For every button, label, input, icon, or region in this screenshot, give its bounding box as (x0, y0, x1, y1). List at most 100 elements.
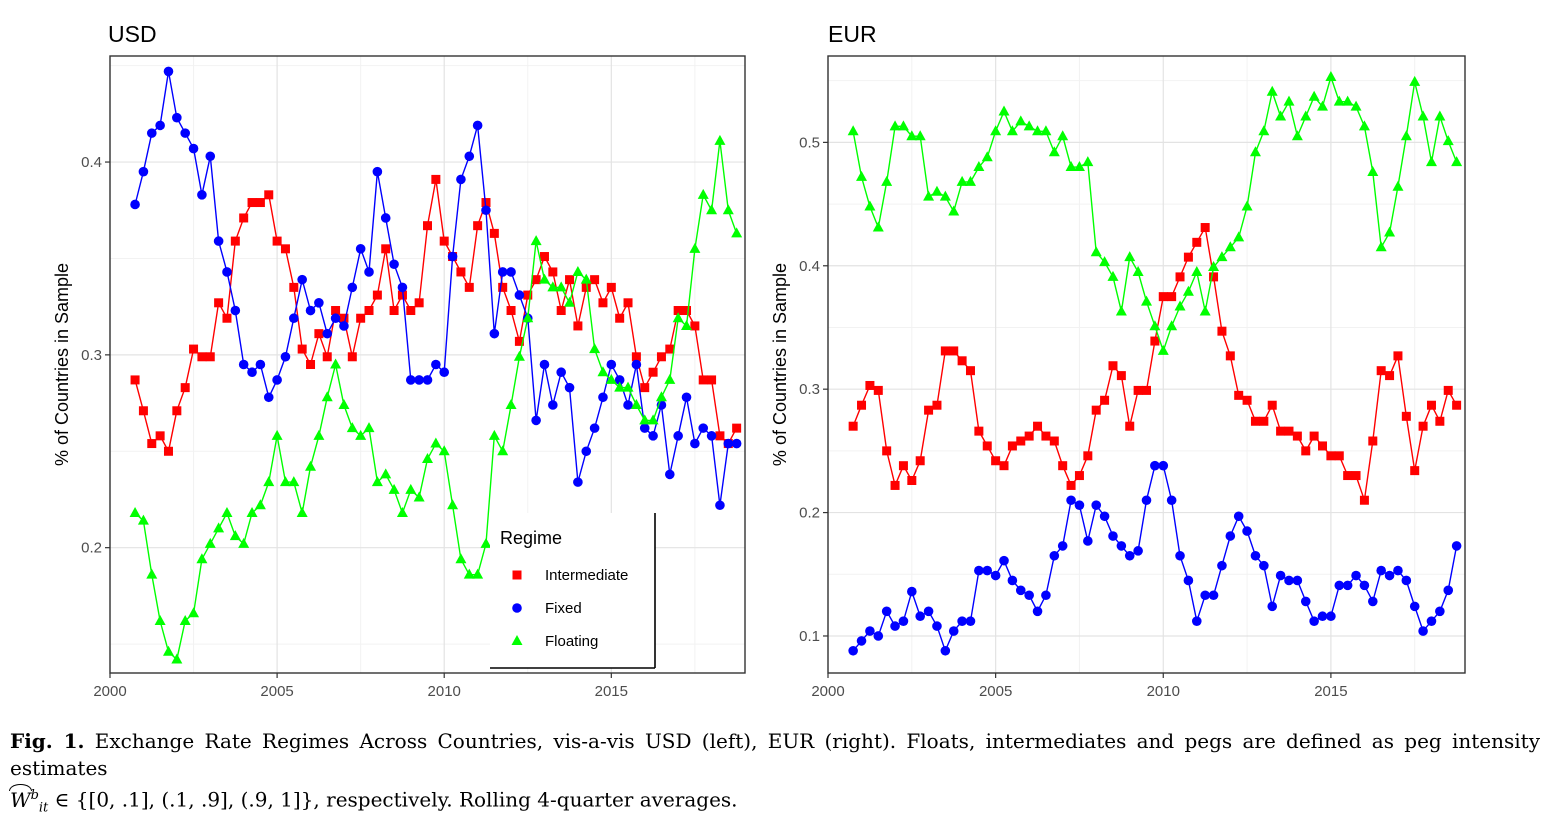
data-point-intermediate (882, 446, 892, 456)
data-point-floating (939, 190, 951, 201)
data-point-floating (1224, 241, 1236, 252)
x-tick-label: 2000 (93, 683, 126, 700)
data-point-floating (689, 242, 701, 253)
data-point-floating (430, 437, 442, 448)
data-point-intermediate (1385, 371, 1395, 381)
data-point-intermediate (1376, 366, 1386, 376)
data-point-intermediate (1016, 436, 1026, 446)
data-point-floating (1057, 130, 1069, 141)
data-point-intermediate (138, 406, 148, 416)
data-point-floating (154, 614, 166, 625)
data-point-fixed (1326, 611, 1336, 622)
data-point-fixed (1057, 541, 1068, 551)
data-point-floating (990, 125, 1002, 136)
data-point-floating (447, 499, 459, 510)
data-point-fixed (589, 423, 600, 433)
data-point-fixed (531, 415, 541, 426)
data-point-floating (438, 445, 450, 456)
data-point-floating (681, 319, 693, 330)
data-point-floating (1199, 305, 1211, 316)
data-point-floating (263, 476, 275, 487)
data-point-intermediate (347, 352, 357, 362)
data-point-floating (1040, 125, 1052, 136)
x-tick-label: 2005 (260, 683, 293, 700)
data-point-fixed (1451, 541, 1462, 551)
data-point-fixed (681, 392, 692, 403)
data-point-intermediate (707, 375, 717, 385)
data-point-floating (1216, 251, 1228, 262)
data-point-fixed (130, 199, 140, 210)
data-point-fixed (1024, 590, 1034, 601)
data-point-fixed (272, 375, 282, 385)
x-tick-label: 2010 (1147, 683, 1180, 700)
data-point-fixed (263, 392, 274, 403)
data-point-intermediate (665, 344, 675, 354)
data-point-floating (1241, 200, 1253, 211)
data-point-intermediate (423, 221, 432, 231)
data-point-fixed (247, 367, 257, 378)
data-point-floating (1291, 130, 1303, 141)
data-point-floating (1107, 270, 1119, 281)
data-point-fixed (1300, 596, 1311, 607)
data-point-fixed (497, 267, 508, 277)
data-point-fixed (1426, 616, 1437, 626)
data-point-fixed (1393, 565, 1403, 576)
data-point-floating (1157, 344, 1169, 355)
data-point-intermediate (489, 228, 499, 238)
data-point-intermediate (1435, 416, 1445, 426)
y-tick-label: 0.2 (799, 505, 820, 522)
data-point-floating (1090, 246, 1102, 257)
data-point-floating (1434, 110, 1446, 121)
data-point-intermediate (1351, 471, 1361, 481)
data-point-fixed (1141, 495, 1152, 506)
data-point-fixed (1351, 570, 1361, 581)
plot-border (827, 55, 1466, 674)
data-point-fixed (1225, 531, 1236, 541)
data-point-intermediate (1125, 421, 1135, 431)
data-point-floating (864, 200, 876, 211)
data-point-intermediate (147, 439, 157, 449)
data-point-fixed (881, 606, 892, 617)
data-point-intermediate (715, 431, 725, 441)
data-point-fixed (907, 586, 917, 597)
data-point-floating (1073, 161, 1085, 172)
data-point-floating (321, 391, 333, 402)
data-point-intermediate (1142, 385, 1151, 395)
data-point-intermediate (205, 352, 215, 362)
data-point-floating (1417, 110, 1429, 121)
data-point-fixed (180, 128, 190, 138)
data-point-floating (296, 506, 308, 517)
data-point-intermediate (732, 423, 742, 433)
data-point-intermediate (197, 352, 207, 362)
data-point-intermediate (222, 313, 232, 323)
chart-title: USD (108, 21, 157, 47)
data-point-fixed (665, 469, 675, 480)
data-point-fixed (556, 367, 566, 378)
data-point-intermediate (130, 375, 140, 385)
data-point-floating (497, 445, 509, 456)
data-point-fixed (431, 359, 441, 370)
x-tick-label: 2015 (595, 683, 628, 700)
data-point-floating (1275, 110, 1287, 121)
data-point-intermediate (1108, 361, 1118, 371)
data-point-floating (146, 568, 158, 579)
data-point-intermediate (1410, 466, 1420, 476)
data-point-fixed (1317, 611, 1328, 622)
data-point-intermediate (414, 298, 424, 308)
data-point-floating (338, 398, 350, 409)
data-point-floating (279, 476, 291, 487)
data-point-floating (1375, 241, 1387, 252)
data-point-floating (229, 530, 241, 541)
data-point-floating (1182, 285, 1194, 296)
data-point-fixed (1108, 531, 1118, 541)
data-point-intermediate (372, 290, 382, 300)
data-point-fixed (1124, 550, 1135, 561)
y-axis-label: % of Countries in Sample (770, 263, 790, 466)
data-point-floating (847, 125, 859, 136)
data-point-intermediate (1200, 223, 1210, 233)
data-point-fixed (932, 621, 942, 631)
y-tick-label: 0.5 (799, 134, 820, 151)
data-point-floating (137, 514, 149, 525)
data-point-floating (522, 312, 534, 323)
data-point-floating (580, 273, 592, 284)
